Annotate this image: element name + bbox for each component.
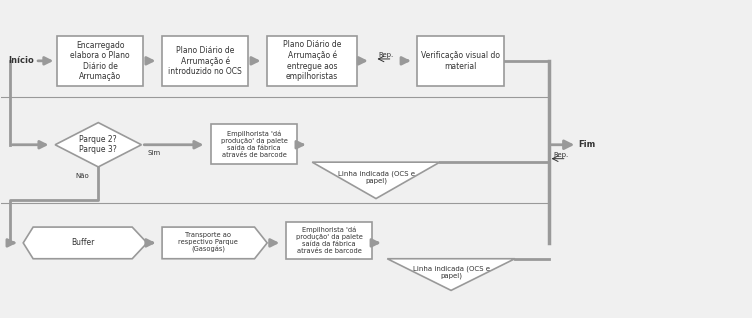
Text: Plano Diário de
Arrumação é
introduzido no OCS: Plano Diário de Arrumação é introduzido … [168,46,242,76]
Text: Linha indicada (OCS e
papel): Linha indicada (OCS e papel) [413,265,490,279]
Text: Não: Não [76,173,89,179]
Polygon shape [312,162,440,198]
Text: Buffer: Buffer [71,238,94,247]
FancyBboxPatch shape [267,36,357,86]
Polygon shape [387,259,515,290]
Text: Fim: Fim [579,140,596,149]
Text: Rep.: Rep. [553,152,569,158]
Text: Sim: Sim [147,150,161,156]
Text: Empilhorista 'dá
produção' da palete
saída da fábrica
através de barcode: Empilhorista 'dá produção' da palete saí… [220,130,287,158]
Text: Transporte ao
respectivo Parque
(Gasogás): Transporte ao respectivo Parque (Gasogás… [178,232,238,253]
Text: Rep.: Rep. [378,52,393,58]
Polygon shape [55,123,141,167]
FancyBboxPatch shape [162,36,248,86]
Polygon shape [23,227,147,259]
Text: Início: Início [8,56,34,66]
Text: Empilhorista 'dá
produção' da palete
saída da fábrica
através de barcode: Empilhorista 'dá produção' da palete saí… [296,227,362,254]
FancyBboxPatch shape [57,36,144,86]
FancyBboxPatch shape [417,36,504,86]
Polygon shape [162,227,267,259]
FancyBboxPatch shape [286,222,372,259]
Text: Encarregado
elabora o Plano
Diário de
Arrumação: Encarregado elabora o Plano Diário de Ar… [71,41,130,81]
Text: Linha indicada (OCS e
papel): Linha indicada (OCS e papel) [338,170,414,184]
Text: Plano Diário de
Arrumação é
entregue aos
empilhoristas: Plano Diário de Arrumação é entregue aos… [283,40,341,81]
Text: Parque 2?
Parque 3?: Parque 2? Parque 3? [80,135,117,155]
Text: Verificação visual do
material: Verificação visual do material [421,51,500,71]
FancyBboxPatch shape [211,124,297,164]
